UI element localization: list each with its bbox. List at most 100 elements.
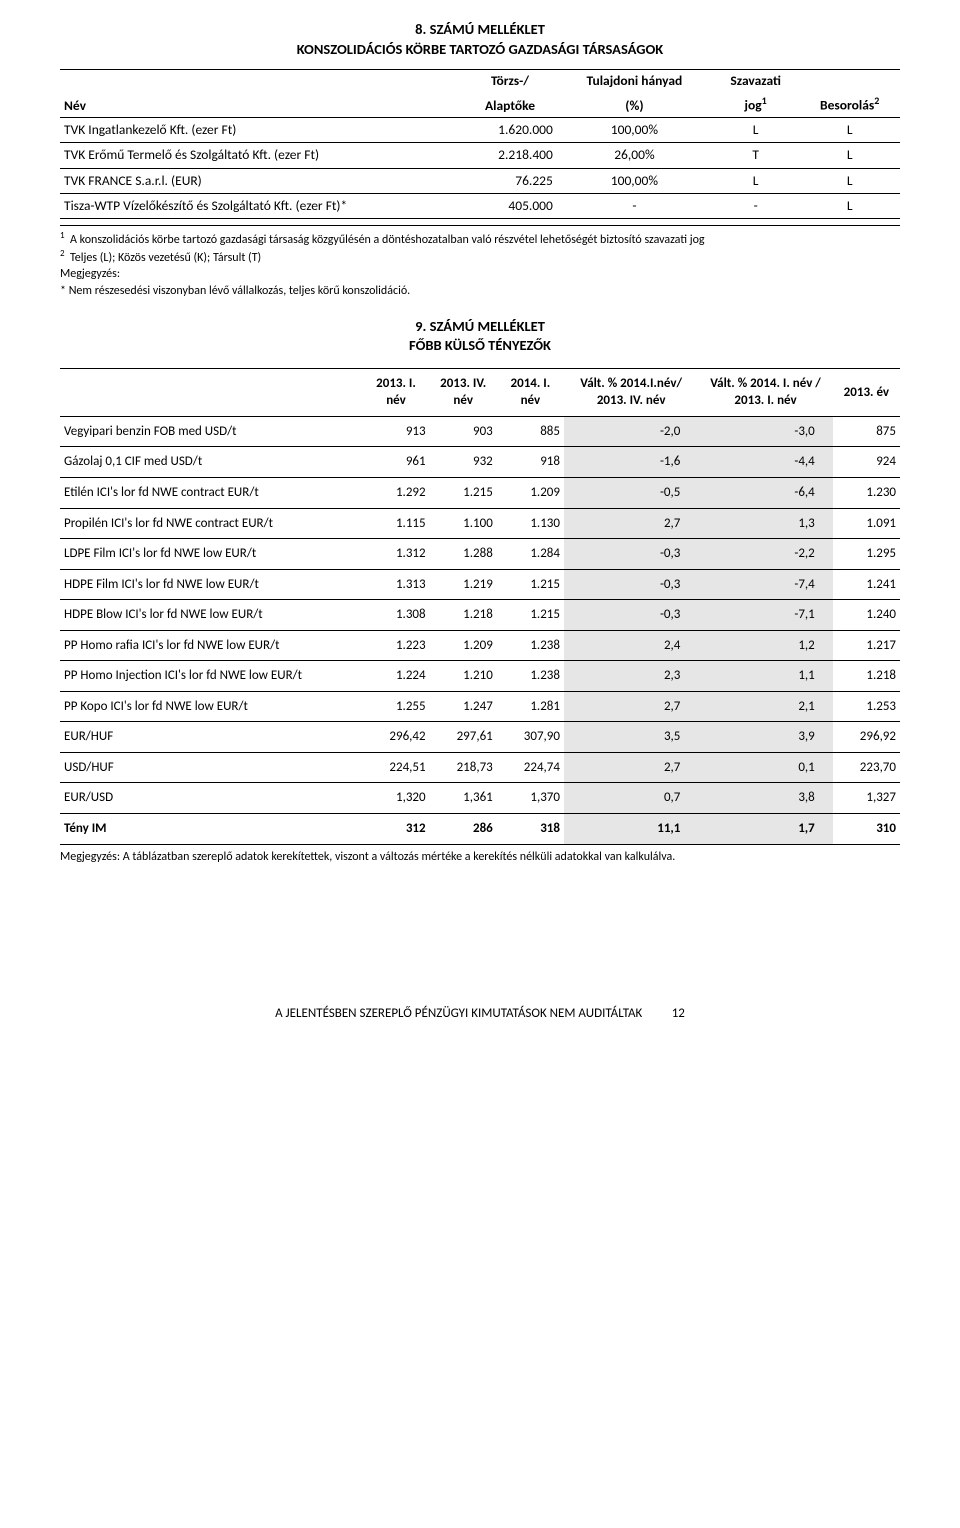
table-row-torzs: 1.620.000 — [463, 118, 557, 143]
factors-table: 2013. I. név 2013. IV. név 2014. I. név … — [60, 368, 900, 845]
table-row-label: PP Kopo ICI's lor fd NWE low EUR/t — [60, 691, 362, 722]
section8-footnotes: 1 A konszolidációs körbe tartozó gazdasá… — [60, 225, 900, 299]
table-row-c1: 1,320 — [362, 783, 429, 814]
th-szavazati: Szavazati — [712, 70, 799, 93]
table-row-bes: L — [799, 168, 900, 193]
table-row-torzs: 2.218.400 — [463, 143, 557, 168]
table-row-c2: 1,361 — [430, 783, 497, 814]
table-row-c1: 1.115 — [362, 508, 429, 539]
table-row-c6: 1.218 — [833, 661, 900, 692]
table-row-c6: 875 — [833, 416, 900, 447]
table-row-c4: 2,4 — [564, 630, 698, 661]
th-torzs: Törzs-/ — [463, 70, 557, 93]
table-row-label: Etilén ICI's lor fd NWE contract EUR/t — [60, 478, 362, 509]
table-row-c3: 918 — [497, 447, 564, 478]
table-row-c5: 3,9 — [698, 722, 832, 753]
table-row-c6: 1.241 — [833, 569, 900, 600]
table-row-c3: 1,370 — [497, 783, 564, 814]
table-row-label: Tény IM — [60, 814, 362, 845]
th-pct: (%) — [557, 92, 712, 117]
table-row-label: HDPE Blow ICI's lor fd NWE low EUR/t — [60, 600, 362, 631]
table-row-c5: -4,4 — [698, 447, 832, 478]
table-row-c1: 1.224 — [362, 661, 429, 692]
table-row-c5: 1,2 — [698, 630, 832, 661]
th-c6: 2013. év — [833, 368, 900, 416]
table-row-c3: 885 — [497, 416, 564, 447]
table-row-c1: 913 — [362, 416, 429, 447]
table-row-c4: 2,3 — [564, 661, 698, 692]
table-row-c5: -6,4 — [698, 478, 832, 509]
table-row-label: USD/HUF — [60, 752, 362, 783]
table-row-c6: 310 — [833, 814, 900, 845]
table-row-c3: 1.130 — [497, 508, 564, 539]
table-row-pct: 100,00% — [557, 168, 712, 193]
section8-title1: 8. SZÁMÚ MELLÉKLET — [60, 20, 900, 40]
table-row-c2: 1.210 — [430, 661, 497, 692]
table-row-c4: -0,3 — [564, 569, 698, 600]
table-row-c6: 1,327 — [833, 783, 900, 814]
table-row-torzs: 76.225 — [463, 168, 557, 193]
table-row-c4: -1,6 — [564, 447, 698, 478]
table-row-c4: 2,7 — [564, 752, 698, 783]
table-row-c5: -2,2 — [698, 539, 832, 570]
th-c3: 2014. I. név — [497, 368, 564, 416]
section9-title1: 9. SZÁMÚ MELLÉKLET — [60, 317, 900, 337]
table-row-c1: 1.255 — [362, 691, 429, 722]
table-row-c5: -7,4 — [698, 569, 832, 600]
th-nev: Név — [60, 70, 463, 118]
table-row-label: Vegyipari benzin FOB med USD/t — [60, 416, 362, 447]
table-row-label: Tisza-WTP Vízelőkészítő és Szolgáltató K… — [60, 193, 463, 218]
table-row-c6: 223,70 — [833, 752, 900, 783]
table-row-c4: -0,5 — [564, 478, 698, 509]
table-row-pct: 26,00% — [557, 143, 712, 168]
table-row-label: LDPE Film ICI's lor fd NWE low EUR/t — [60, 539, 362, 570]
table-row-c2: 1.218 — [430, 600, 497, 631]
table-row-label: TVK Erőmű Termelő és Szolgáltató Kft. (e… — [60, 143, 463, 168]
table-row-label: PP Homo rafia ICI's lor fd NWE low EUR/t — [60, 630, 362, 661]
table-row-bes: L — [799, 143, 900, 168]
table-row-label: HDPE Film ICI's lor fd NWE low EUR/t — [60, 569, 362, 600]
table-row-c5: -7,1 — [698, 600, 832, 631]
table-row-c3: 1.215 — [497, 569, 564, 600]
table-row-c5: -3,0 — [698, 416, 832, 447]
th-c1: 2013. I. név — [362, 368, 429, 416]
table-row-c3: 224,74 — [497, 752, 564, 783]
section9-title2: FŐBB KÜLSŐ TÉNYEZŐK — [60, 336, 900, 356]
table-row-c1: 961 — [362, 447, 429, 478]
table-row-bes: L — [799, 118, 900, 143]
table-row-c4: -2,0 — [564, 416, 698, 447]
table-row-c1: 224,51 — [362, 752, 429, 783]
table-row-label: Propilén ICI's lor fd NWE contract EUR/t — [60, 508, 362, 539]
table-row-jog: L — [712, 168, 799, 193]
table-row-c6: 1.295 — [833, 539, 900, 570]
table-row-c4: -0,3 — [564, 600, 698, 631]
table-row-c3: 1.238 — [497, 630, 564, 661]
table-row-c2: 1.100 — [430, 508, 497, 539]
th-c5: Vált. % 2014. I. név / 2013. I. név — [698, 368, 832, 416]
table-row-c2: 1.247 — [430, 691, 497, 722]
table-row-label: EUR/USD — [60, 783, 362, 814]
table-row-c3: 318 — [497, 814, 564, 845]
section9-note: Megjegyzés: A táblázatban szereplő adato… — [60, 849, 900, 865]
table-row-jog: L — [712, 118, 799, 143]
table-row-c2: 218,73 — [430, 752, 497, 783]
table-row-label: TVK Ingatlankezelő Kft. (ezer Ft) — [60, 118, 463, 143]
table-row-c2: 297,61 — [430, 722, 497, 753]
page-footer: A JELENTÉSBEN SZEREPLŐ PÉNZÜGYI KIMUTATÁ… — [60, 1005, 900, 1023]
table-row-c3: 1.215 — [497, 600, 564, 631]
table-row-c5: 3,8 — [698, 783, 832, 814]
table-row-c5: 1,1 — [698, 661, 832, 692]
companies-table: Név Törzs-/ Tulajdoni hányad Szavazati B… — [60, 69, 900, 219]
table-row-torzs: 405.000 — [463, 193, 557, 218]
table-row-c6: 296,92 — [833, 722, 900, 753]
table-row-c4: 2,7 — [564, 508, 698, 539]
table-row-label: PP Homo Injection ICI's lor fd NWE low E… — [60, 661, 362, 692]
table-row-c5: 0,1 — [698, 752, 832, 783]
table-row-c6: 1.240 — [833, 600, 900, 631]
table-row-c2: 1.209 — [430, 630, 497, 661]
table-row-c3: 307,90 — [497, 722, 564, 753]
table-row-c3: 1.284 — [497, 539, 564, 570]
table-row-c4: 0,7 — [564, 783, 698, 814]
table-row-bes: L — [799, 193, 900, 218]
th-c4: Vált. % 2014.I.név/ 2013. IV. név — [564, 368, 698, 416]
